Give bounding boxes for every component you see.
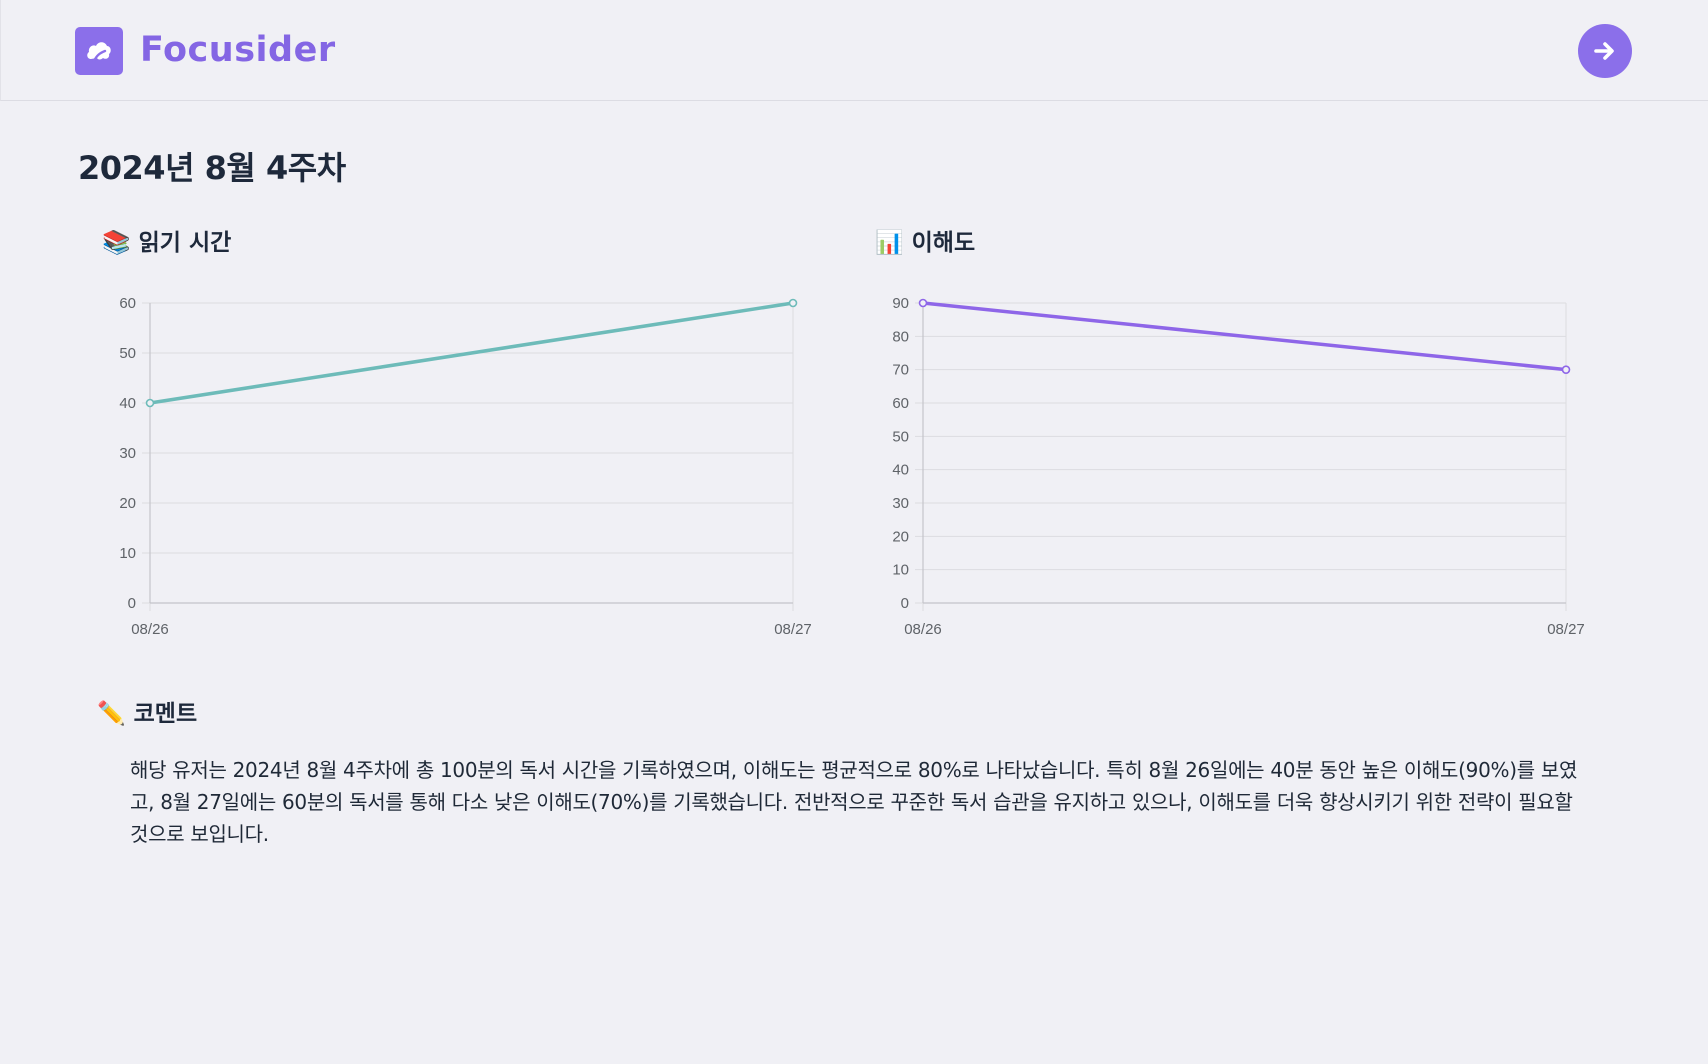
comprehension-chart-y-tick-label: 50 — [892, 428, 909, 445]
page-title: 2024년 8월 4주차 — [78, 149, 346, 187]
comment-text: 해당 유저는 2024년 8월 4주차에 총 100분의 독서 시간을 기록하였… — [130, 758, 1578, 846]
reading-chart-y-tick-label: 10 — [119, 545, 136, 562]
reading-time-chart: 0 10 20 30 40 50 60 08/26 08/27 — [119, 295, 812, 638]
comprehension-chart-y-tick-label: 40 — [892, 462, 909, 479]
reading-chart-data-point[interactable] — [145, 398, 155, 408]
comprehension-chart-y-tick-label: 0 — [901, 595, 909, 612]
comprehension-chart-data-point[interactable] — [1561, 365, 1571, 374]
comment-title: ✏️ 코멘트 — [97, 701, 198, 727]
reading-chart-series-line — [149, 301, 794, 405]
reading-chart-y-tick-label: 40 — [119, 395, 136, 412]
logo-icon[interactable] — [75, 27, 123, 75]
comprehension-chart-y-tick-label: 20 — [892, 528, 909, 545]
comprehension-chart-title: 📊 이해도 — [875, 230, 976, 256]
arrow-right-icon — [1594, 42, 1614, 60]
comprehension-chart-y-tick-label: 80 — [892, 328, 909, 345]
reading-chart-title: 📚 읽기 시간 — [102, 230, 232, 256]
reading-chart-y-tick-label: 30 — [119, 445, 136, 462]
comprehension-chart-y-tick-label: 60 — [892, 395, 909, 412]
comprehension-chart-y-tick-label: 70 — [892, 362, 909, 379]
reading-chart-y-tick-label: 60 — [119, 295, 136, 312]
reading-chart-y-tick-label: 20 — [119, 495, 136, 512]
comprehension-chart: 0 10 20 30 40 50 60 70 80 90 08/26 08/27 — [892, 295, 1585, 638]
app-logo-text[interactable]: Focusider — [140, 30, 336, 70]
reading-chart-x-tick-label: 08/26 — [131, 621, 169, 638]
reading-chart-data-point[interactable] — [788, 298, 798, 308]
comprehension-chart-data-point[interactable] — [918, 298, 928, 308]
comprehension-chart-y-tick-label: 30 — [892, 495, 909, 512]
comprehension-chart-series-line — [922, 301, 1567, 372]
comprehension-chart-x-tick-label: 08/27 — [1547, 621, 1585, 638]
app-header: Focusider — [0, 0, 1708, 101]
reading-chart-y-tick-label: 0 — [128, 595, 136, 612]
next-button[interactable] — [1578, 24, 1632, 78]
comprehension-chart-y-tick-label: 10 — [892, 562, 909, 579]
comprehension-chart-x-tick-label: 08/26 — [904, 621, 942, 638]
reading-chart-y-tick-label: 50 — [119, 345, 136, 362]
comprehension-chart-y-tick-label: 90 — [892, 295, 909, 312]
reading-chart-x-tick-label: 08/27 — [774, 621, 812, 638]
